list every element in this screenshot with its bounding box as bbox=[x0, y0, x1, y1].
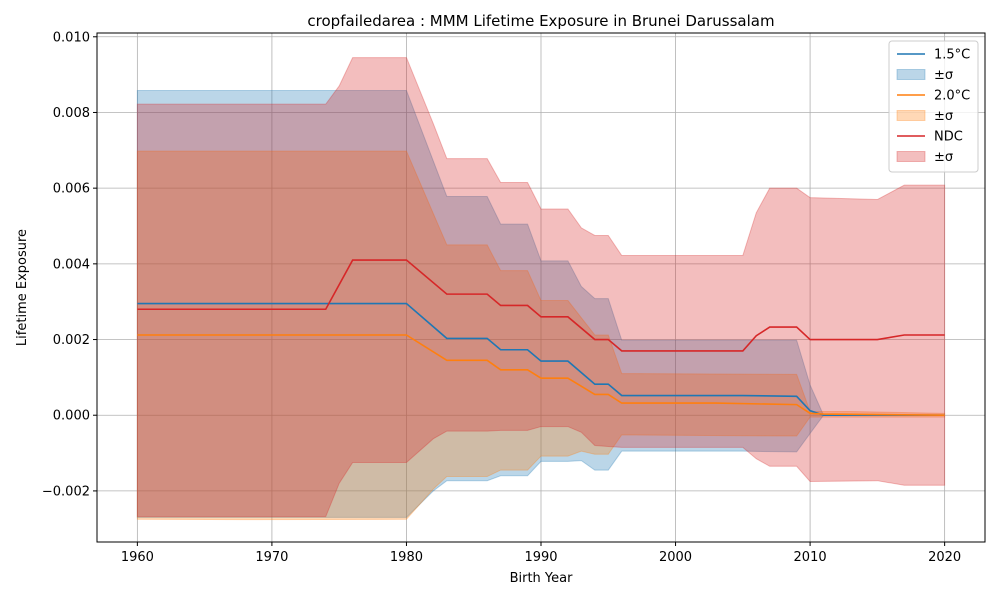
bands bbox=[136, 57, 946, 521]
series-lines bbox=[137, 259, 945, 417]
y-tick-label: 0.004 bbox=[53, 257, 90, 272]
legend-label: 2.0°C bbox=[934, 89, 970, 104]
y-tick-label: 0.008 bbox=[53, 106, 90, 121]
legend-band-swatch bbox=[896, 110, 926, 121]
x-tick-label: 1980 bbox=[390, 550, 423, 565]
legend-band-swatch bbox=[896, 69, 926, 80]
x-tick-label: 1970 bbox=[255, 550, 288, 565]
y-tick-label: 0.002 bbox=[53, 333, 90, 348]
legend-label: 1.5°C bbox=[934, 48, 970, 63]
legend-band-label: ±σ bbox=[934, 150, 953, 165]
series-line-0 bbox=[137, 302, 945, 417]
legend-label: NDC bbox=[934, 130, 963, 145]
band-2 bbox=[136, 57, 946, 518]
y-axis-label: Lifetime Exposure bbox=[15, 229, 30, 346]
y-tick-label: 0.010 bbox=[53, 30, 90, 45]
legend-band-label: ±σ bbox=[934, 68, 953, 83]
legend: 1.5°C ±σ 2.0°C ±σ NDC ±σ bbox=[888, 40, 979, 173]
chart-title: cropfailedarea : MMM Lifetime Exposure i… bbox=[307, 12, 774, 30]
x-tick-label: 2000 bbox=[659, 550, 692, 565]
series-line-2 bbox=[137, 259, 945, 352]
y-tick-label: −0.002 bbox=[42, 484, 90, 499]
legend-band-label: ±σ bbox=[934, 109, 953, 124]
y-tick-label: 0.006 bbox=[53, 182, 90, 197]
x-tick-label: 2020 bbox=[928, 550, 961, 565]
legend-box bbox=[888, 40, 979, 173]
x-tick-label: 2010 bbox=[794, 550, 827, 565]
series-line-1 bbox=[137, 334, 945, 417]
y-tick-label: 0.000 bbox=[53, 409, 90, 424]
legend-band-swatch bbox=[896, 151, 926, 162]
x-axis-label: Birth Year bbox=[510, 571, 574, 586]
band-1 bbox=[136, 150, 946, 521]
ticks: 1960 1970 1980 1990 2000 2010 2020 −0.002 0.000 0… bbox=[42, 30, 961, 565]
x-tick-label: 1990 bbox=[524, 550, 557, 565]
x-tick-label: 1960 bbox=[121, 550, 154, 565]
